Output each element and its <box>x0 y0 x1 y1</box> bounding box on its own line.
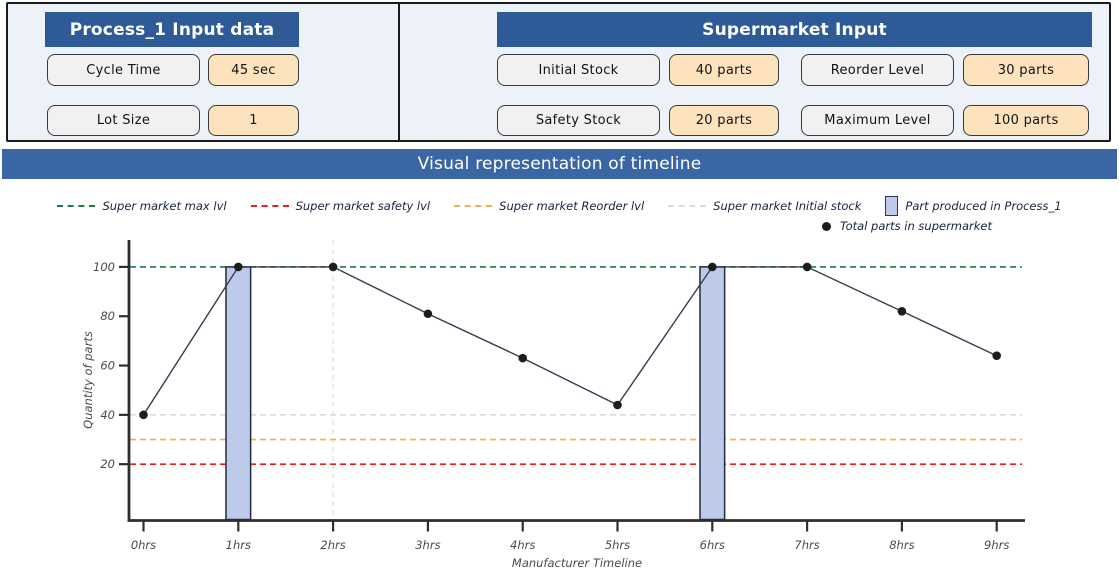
timeline-banner: Visual representation of timeline <box>2 149 1117 179</box>
reorder-level-label: Reorder Level <box>801 54 954 86</box>
initial-stock-dash-icon <box>668 205 707 207</box>
x-tick-label: 5hrs <box>605 538 630 552</box>
chart-legend-row-2: Total parts in supermarket <box>822 218 992 234</box>
supermarket-quantity-line <box>142 266 997 416</box>
x-tick-label: 7hrs <box>794 538 819 552</box>
max-lvl-dash-icon <box>57 205 96 207</box>
data-point-2hrs <box>328 262 338 272</box>
production-bar-6hrs <box>699 266 726 521</box>
y-axis-title: Quantity of parts <box>81 331 95 429</box>
input-data-panel: Process_1 Input data Cycle Time 45 sec L… <box>6 2 1111 142</box>
legend-label: Part produced in Process_1 <box>905 199 1062 213</box>
x-tick-label: 3hrs <box>415 538 440 552</box>
initial-stock-label: Initial Stock <box>497 54 660 86</box>
lot-size-value[interactable]: 1 <box>208 105 299 136</box>
production-bar-1hrs <box>225 266 252 521</box>
reorder-lvl-dash-icon <box>454 205 493 207</box>
supermarket-panel-title: Supermarket Input <box>497 12 1092 47</box>
data-point-7hrs <box>802 262 812 272</box>
legend-item-initial-stock: Super market Initial stock <box>668 199 861 213</box>
y-tick-label: 60 <box>100 359 115 373</box>
legend-label: Super market safety lvl <box>295 199 431 213</box>
safety-stock-label: Safety Stock <box>497 105 660 136</box>
x-tick-label: 0hrs <box>131 538 156 552</box>
legend-item-safety-lvl: Super market safety lvl <box>250 199 431 213</box>
cycle-time-label: Cycle Time <box>47 54 200 86</box>
y-tick-label: 100 <box>93 260 115 274</box>
maximum-level-label: Maximum Level <box>801 105 954 136</box>
process-input-section: Process_1 Input data Cycle Time 45 sec L… <box>8 4 400 140</box>
timeline-banner-title: Visual representation of timeline <box>417 154 702 174</box>
data-point-4hrs <box>518 353 527 363</box>
x-tick-label: 6hrs <box>700 538 725 552</box>
safety-stock-value[interactable]: 20 parts <box>669 105 779 136</box>
process-panel-title: Process_1 Input data <box>45 12 299 47</box>
production-bar-swatch-icon <box>885 196 899 216</box>
data-point-1hrs <box>234 262 243 272</box>
x-tick-label: 2hrs <box>320 538 345 552</box>
legend-item-part-produced: Part produced in Process_1 <box>885 196 1062 216</box>
y-tick-label: 40 <box>100 408 115 422</box>
x-tick-label: 1hrs <box>226 538 251 552</box>
x-axis-title: Manufacturer Timeline <box>512 556 642 570</box>
legend-label: Total parts in supermarket <box>840 219 993 233</box>
legend-item-reorder-lvl: Super market Reorder lvl <box>454 199 644 213</box>
chart-legend-row-1: Super market max lvl Super market safety… <box>0 196 1119 216</box>
data-point-6hrs <box>708 262 717 272</box>
initial-stock-value[interactable]: 40 parts <box>669 54 779 86</box>
y-tick-label: 20 <box>100 457 115 471</box>
x-tick-label: 4hrs <box>510 538 535 552</box>
maximum-level-value[interactable]: 100 parts <box>963 105 1089 136</box>
data-point-8hrs <box>897 306 907 316</box>
data-point-9hrs <box>992 351 1001 360</box>
y-tick-label: 80 <box>100 309 115 323</box>
legend-label: Super market max lvl <box>102 199 227 213</box>
total-parts-dot-icon <box>822 221 831 231</box>
data-point-5hrs <box>613 400 622 410</box>
safety-lvl-dash-icon <box>250 205 289 207</box>
data-point-0hrs <box>139 410 148 420</box>
reorder-level-value[interactable]: 30 parts <box>963 54 1089 86</box>
legend-item-max-lvl: Super market max lvl <box>57 199 227 213</box>
data-point-3hrs <box>423 309 433 319</box>
cycle-time-value[interactable]: 45 sec <box>208 54 299 86</box>
x-tick-label: 8hrs <box>889 538 914 552</box>
legend-label: Super market Initial stock <box>713 199 862 213</box>
x-tick-label: 9hrs <box>984 538 1009 552</box>
lot-size-label: Lot Size <box>47 105 200 136</box>
legend-label: Super market Reorder lvl <box>499 199 645 213</box>
